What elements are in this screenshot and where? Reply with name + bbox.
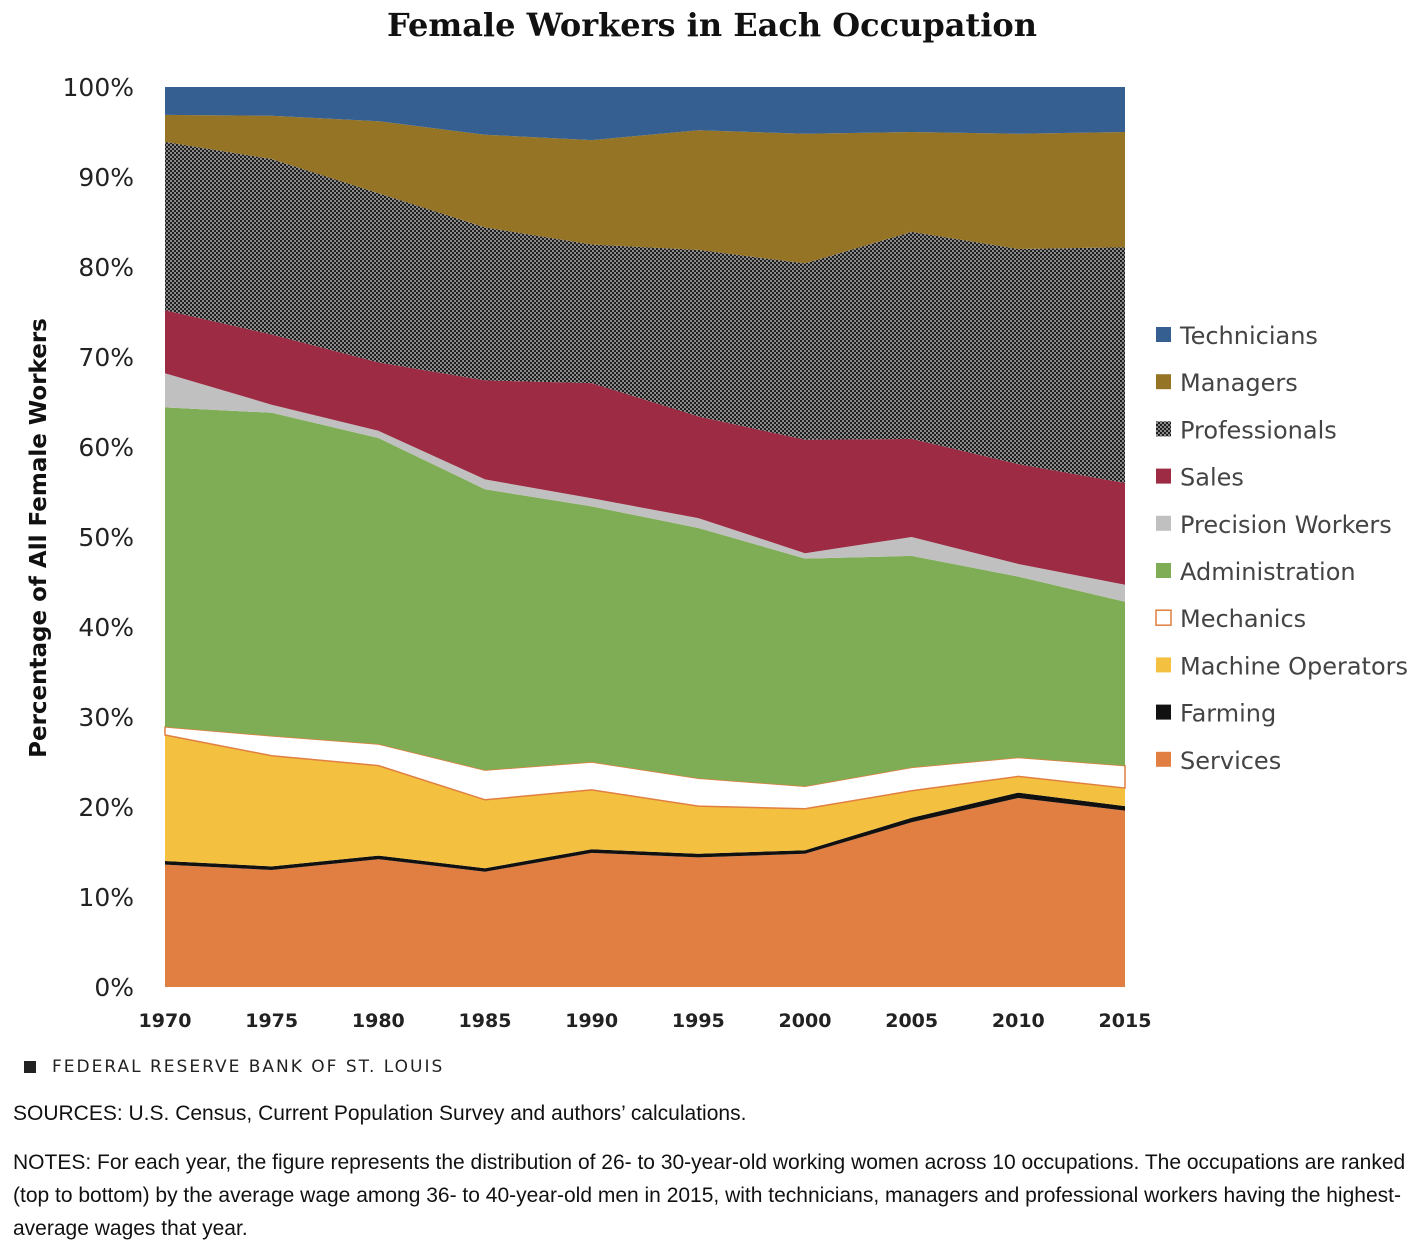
legend-label-technicians: Technicians: [1179, 322, 1318, 350]
y-axis-label: Percentage of All Female Workers: [26, 318, 52, 758]
legend-swatch-machine-operators: [1156, 657, 1171, 673]
y-tick-label-10: 100%: [63, 73, 134, 102]
legend-label-farming: Farming: [1180, 700, 1276, 728]
area-layers: [164, 87, 1126, 987]
stacked-area-chart: Percentage of All Female Workers 0% 10% 20…: [26, 73, 1408, 1032]
area-sales: [165, 310, 1125, 585]
legend-label-professionals: Professionals: [1180, 416, 1337, 444]
x-tick-label-2000: 2000: [779, 1010, 832, 1032]
legend-label-services: Services: [1180, 747, 1281, 775]
y-tick-label-4: 40%: [78, 613, 134, 642]
x-tick-label-1990: 1990: [565, 1010, 618, 1032]
y-tick-label-6: 60%: [78, 433, 134, 462]
legend-swatch-mechanics: [1155, 609, 1172, 626]
x-tick-label-2010: 2010: [992, 1010, 1045, 1032]
legend-label-machine-operators: Machine Operators: [1180, 652, 1408, 680]
legend: Technicians Managers Professionals Sales Pre…: [1155, 322, 1408, 775]
y-tick-label-0: 0%: [94, 973, 134, 1002]
legend-label-precision-workers: Precision Workers: [1180, 511, 1392, 539]
legend-swatch-managers: [1156, 374, 1171, 390]
area-managers: [165, 114, 1125, 264]
area-precision-workers: [165, 373, 1125, 602]
area-machine-operators: [165, 735, 1125, 869]
area-services: [165, 798, 1125, 987]
area-mechanics: [164, 726, 1126, 810]
y-axis-ticks: 0% 10% 20% 30% 40% 50% 60% 70% 80% 90% 100%: [63, 73, 134, 1002]
x-axis-ticks: 1970 1975 1980 1985 1990 1995 2000 2005 2010 2015: [139, 1010, 1152, 1032]
y-tick-label-3: 30%: [78, 703, 134, 732]
y-tick-label-7: 70%: [78, 343, 134, 372]
x-tick-label-1975: 1975: [245, 1010, 298, 1032]
area-professionals: [165, 141, 1125, 483]
y-tick-label-1: 10%: [78, 883, 134, 912]
legend-swatch-services: [1156, 751, 1171, 767]
legend-label-sales: Sales: [1180, 464, 1244, 492]
legend-swatch-technicians: [1156, 327, 1171, 342]
legend-swatch-precision-workers: [1156, 515, 1171, 531]
y-tick-label-2: 20%: [78, 793, 134, 822]
x-tick-label-1995: 1995: [672, 1010, 725, 1032]
x-tick-label-1985: 1985: [459, 1010, 512, 1032]
y-tick-label-5: 50%: [78, 523, 134, 552]
legend-swatch-farming: [1156, 704, 1171, 720]
x-tick-label-2005: 2005: [885, 1010, 938, 1032]
legend-label-administration: Administration: [1180, 558, 1356, 586]
x-tick-label-1980: 1980: [352, 1010, 405, 1032]
legend-label-managers: Managers: [1180, 369, 1298, 397]
area-technicians: [165, 87, 1125, 141]
legend-swatch-administration: [1156, 563, 1171, 578]
x-tick-label-2015: 2015: [1099, 1010, 1152, 1032]
y-tick-label-9: 90%: [78, 163, 134, 192]
branding-text: FEDERAL RESERVE BANK OF ST. LOUIS: [52, 1057, 445, 1077]
notes-text: NOTES: For each year, the figure represe…: [13, 1151, 1406, 1240]
sources-note: SOURCES: U.S. Census, Current Population…: [13, 1102, 747, 1125]
y-axis-label-group: Percentage of All Female Workers: [26, 318, 52, 758]
branding: FEDERAL RESERVE BANK OF ST. LOUIS: [24, 1057, 444, 1077]
legend-swatch-professionals: [1156, 421, 1171, 437]
y-tick-label-8: 80%: [78, 253, 134, 282]
chart-title: Female Workers in Each Occupation: [387, 6, 1037, 44]
legend-label-mechanics: Mechanics: [1180, 605, 1306, 633]
area-administration: [165, 407, 1125, 787]
x-tick-label-1970: 1970: [139, 1010, 192, 1032]
branding-square-icon: [24, 1061, 36, 1073]
legend-swatch-sales: [1156, 468, 1171, 484]
